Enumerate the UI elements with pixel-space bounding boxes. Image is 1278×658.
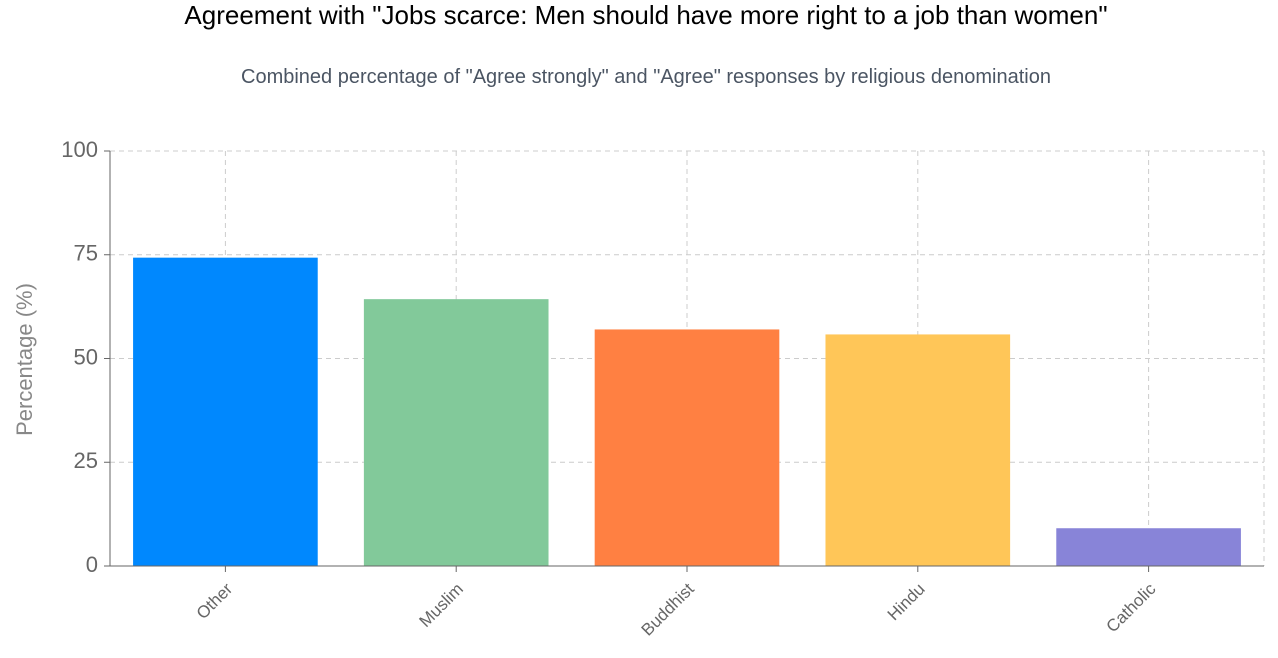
- bar-buddhist: [594, 329, 780, 566]
- x-tick-label: Hindu: [884, 579, 929, 624]
- y-tick-label: 50: [74, 344, 98, 369]
- chart-title: Agreement with "Jobs scarce: Men should …: [184, 0, 1108, 30]
- y-axis-label: Percentage (%): [12, 283, 37, 436]
- x-tick-label: Catholic: [1103, 579, 1160, 636]
- x-tick-label: Other: [193, 579, 237, 623]
- bar-catholic: [1056, 528, 1241, 566]
- bar-hindu: [825, 334, 1011, 566]
- x-axis-ticks: Other Muslim Buddhist Hindu Catholic: [193, 566, 1160, 640]
- x-tick-label: Buddhist: [638, 579, 698, 639]
- bar-other: [133, 257, 318, 566]
- y-tick-label: 75: [74, 241, 98, 266]
- chart-subtitle: Combined percentage of "Agree strongly" …: [241, 66, 1051, 88]
- y-tick-label: 100: [61, 137, 98, 162]
- bars: [133, 257, 1241, 566]
- y-tick-label: 25: [74, 448, 98, 473]
- y-axis-ticks: 0 25 50 75 100: [61, 137, 110, 577]
- x-tick-label: Muslim: [416, 579, 468, 631]
- bar-muslim: [363, 299, 549, 566]
- y-tick-label: 0: [86, 552, 98, 577]
